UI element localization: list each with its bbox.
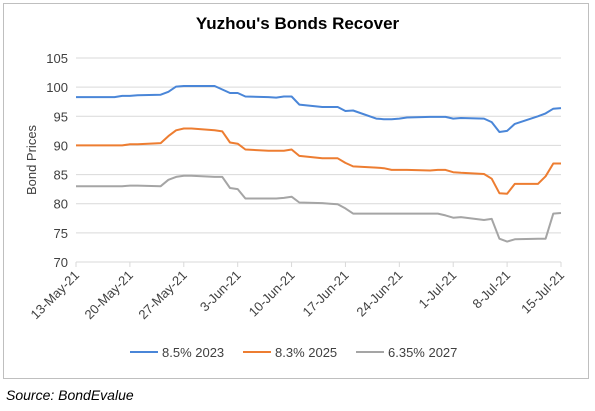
y-axis-title: Bond Prices (24, 124, 39, 195)
y-tick-label: 80 (54, 197, 68, 212)
x-tick-label: 8-Jul-21 (469, 268, 513, 312)
x-tick-label: 15-Jul-21 (518, 268, 567, 317)
x-tick-label: 20-May-21 (81, 268, 136, 323)
x-tick-label: 1-Jul-21 (416, 268, 460, 312)
chart-frame (3, 3, 589, 379)
legend-label: 8.3% 2025 (275, 345, 337, 360)
series-line-1 (76, 85, 562, 133)
source-note: Source: BondEvalue (6, 387, 134, 403)
y-tick-label: 100 (46, 80, 68, 95)
y-tick-label: 85 (54, 168, 68, 183)
x-tick-label: 27-May-21 (135, 268, 190, 323)
x-tick-label: 10-Jun-21 (246, 268, 298, 320)
y-tick-label: 90 (54, 138, 68, 153)
y-tick-label: 70 (54, 255, 68, 270)
legend-label: 8.5% 2023 (162, 345, 224, 360)
legend-label: 6.35% 2027 (388, 345, 457, 360)
series-line-3 (76, 174, 562, 243)
chart-title: Yuzhou's Bonds Recover (195, 14, 400, 33)
y-tick-label: 75 (54, 226, 68, 241)
x-tick-label: 17-Jun-21 (300, 268, 352, 320)
series-line-2 (76, 127, 561, 195)
y-tick-label: 95 (54, 109, 68, 124)
x-tick-label: 3-Jun-21 (197, 268, 244, 315)
x-tick-label: 24-Jun-21 (353, 268, 405, 320)
x-tick-label: 13-May-21 (28, 268, 83, 323)
y-tick-label: 105 (46, 51, 68, 66)
